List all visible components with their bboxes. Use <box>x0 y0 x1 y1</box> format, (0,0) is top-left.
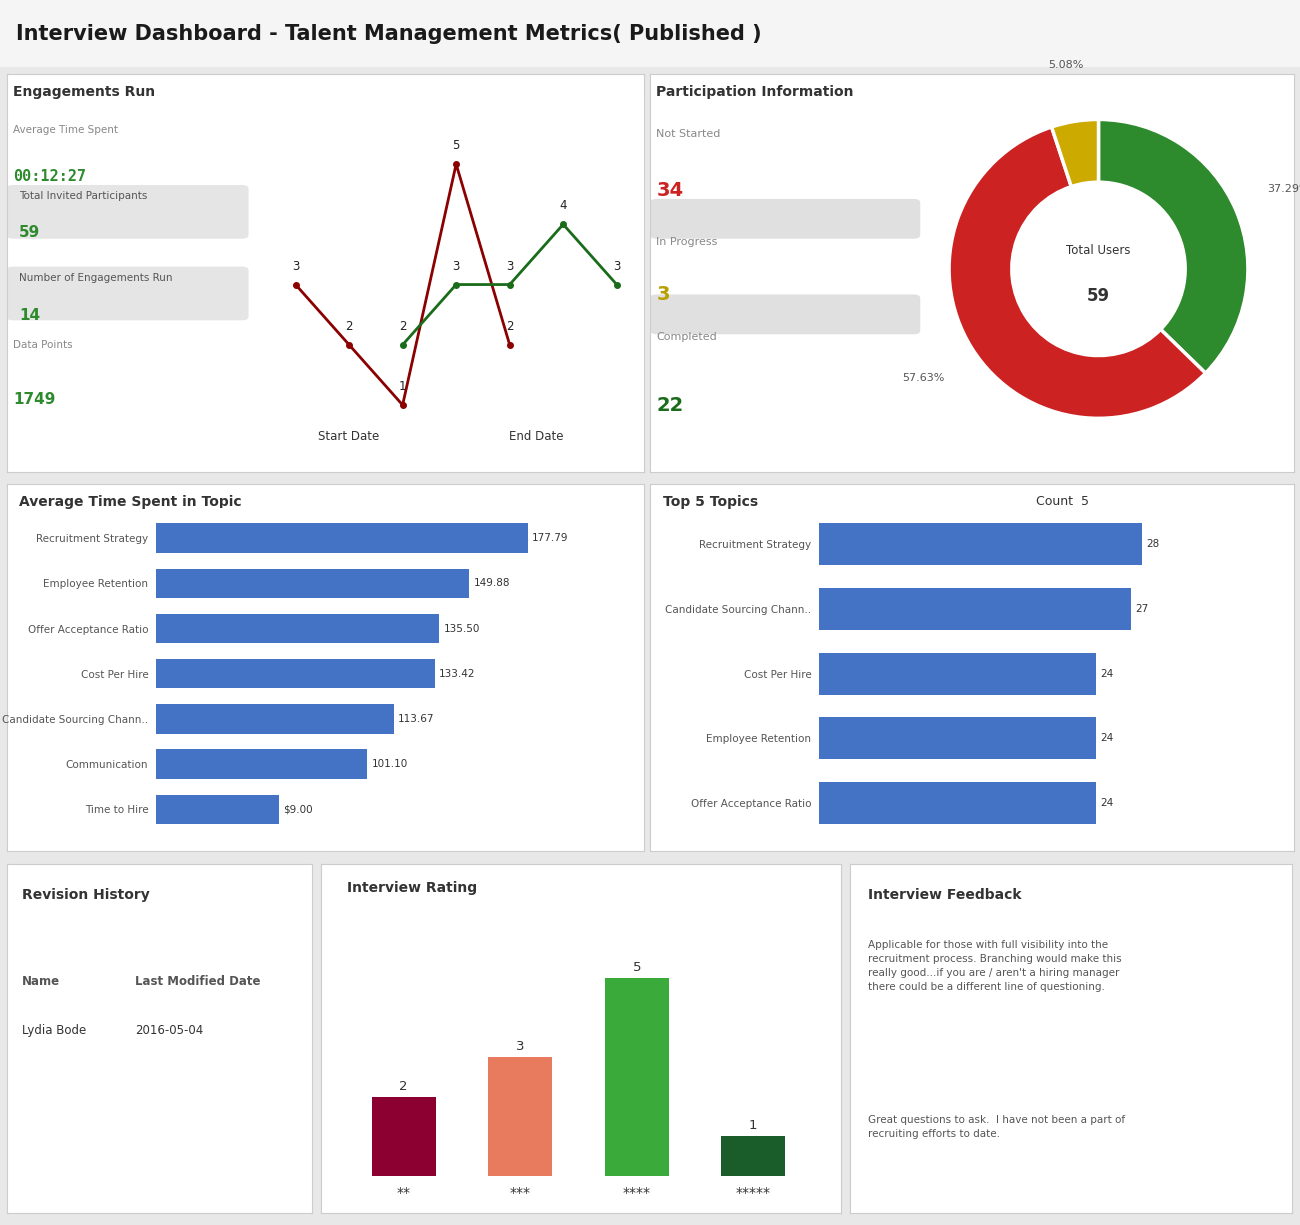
Text: Last Modified Date: Last Modified Date <box>135 975 260 989</box>
Text: Applicable for those with full visibility into the
recruitment process. Branchin: Applicable for those with full visibilit… <box>868 941 1122 992</box>
Text: Total Invited Participants: Total Invited Participants <box>20 191 148 201</box>
Text: Not Started: Not Started <box>656 129 720 140</box>
Text: Top 5 Topics: Top 5 Topics <box>663 495 758 508</box>
Text: 59: 59 <box>20 225 40 240</box>
Text: Data Points: Data Points <box>13 341 73 350</box>
Text: 2: 2 <box>399 1079 408 1093</box>
Text: Revision History: Revision History <box>22 888 150 902</box>
Text: 34: 34 <box>656 181 684 200</box>
Text: 2: 2 <box>399 320 407 333</box>
Bar <box>819 523 1143 566</box>
Bar <box>156 795 280 824</box>
Bar <box>819 653 1096 695</box>
Text: 2016-05-04: 2016-05-04 <box>135 1024 203 1038</box>
Text: End Date: End Date <box>510 430 564 443</box>
Text: 2: 2 <box>506 320 514 333</box>
Text: Lydia Bode: Lydia Bode <box>22 1024 86 1038</box>
Text: 177.79: 177.79 <box>532 533 568 543</box>
Bar <box>819 782 1096 824</box>
Text: Great questions to ask.  I have not been a part of
recruiting efforts to date.: Great questions to ask. I have not been … <box>868 1115 1124 1139</box>
Bar <box>156 614 439 643</box>
Bar <box>156 659 436 688</box>
Bar <box>156 750 368 779</box>
Text: 24: 24 <box>1101 669 1114 679</box>
Text: 3: 3 <box>292 260 299 272</box>
Text: 24: 24 <box>1101 797 1114 808</box>
Text: 14: 14 <box>20 309 40 323</box>
Text: 57.63%: 57.63% <box>902 374 945 383</box>
Text: 135.50: 135.50 <box>443 624 480 633</box>
Text: Count  5: Count 5 <box>1036 495 1089 508</box>
Bar <box>819 718 1096 760</box>
Text: 27: 27 <box>1135 604 1148 614</box>
Text: 3: 3 <box>656 284 670 304</box>
Text: 1: 1 <box>749 1120 758 1132</box>
Bar <box>156 523 528 552</box>
Bar <box>372 1096 436 1176</box>
Text: Number of Engagements Run: Number of Engagements Run <box>20 272 173 283</box>
Text: 59: 59 <box>1087 287 1110 305</box>
Text: Interview Feedback: Interview Feedback <box>868 888 1022 902</box>
Wedge shape <box>1052 119 1098 186</box>
Text: Average Time Spent in Topic: Average Time Spent in Topic <box>20 495 242 508</box>
Text: 4: 4 <box>559 200 567 212</box>
Text: 133.42: 133.42 <box>439 669 476 679</box>
Text: Average Time Spent: Average Time Spent <box>13 125 118 135</box>
Bar <box>722 1137 785 1176</box>
Bar <box>604 978 668 1176</box>
Text: 1749: 1749 <box>13 392 55 407</box>
Bar <box>819 588 1131 630</box>
Text: Total Users: Total Users <box>1066 245 1131 257</box>
Bar <box>156 568 469 598</box>
Text: $9.00: $9.00 <box>283 805 313 815</box>
Text: 3: 3 <box>506 260 514 272</box>
Text: In Progress: In Progress <box>656 236 718 246</box>
Text: 2: 2 <box>346 320 352 333</box>
Text: 113.67: 113.67 <box>398 714 434 724</box>
Wedge shape <box>949 127 1205 418</box>
FancyBboxPatch shape <box>6 267 248 320</box>
Text: Participation Information: Participation Information <box>656 86 854 99</box>
Text: 3: 3 <box>614 260 620 272</box>
Text: 5.08%: 5.08% <box>1048 60 1083 70</box>
FancyBboxPatch shape <box>6 185 248 239</box>
Text: 149.88: 149.88 <box>473 578 510 588</box>
Text: 1: 1 <box>399 380 407 393</box>
Text: 5: 5 <box>452 140 460 152</box>
Text: 37.29%: 37.29% <box>1268 184 1300 194</box>
Text: Interview Rating: Interview Rating <box>347 881 477 895</box>
Text: 22: 22 <box>656 396 684 415</box>
Text: Engagements Run: Engagements Run <box>13 86 155 99</box>
Bar <box>156 704 394 734</box>
Text: 28: 28 <box>1147 539 1160 550</box>
Text: 101.10: 101.10 <box>372 760 408 769</box>
Text: 3: 3 <box>516 1040 524 1053</box>
FancyBboxPatch shape <box>650 294 920 334</box>
Wedge shape <box>1098 119 1248 374</box>
FancyBboxPatch shape <box>650 198 920 239</box>
Text: 3: 3 <box>452 260 460 272</box>
Text: Completed: Completed <box>656 332 718 342</box>
Text: 5: 5 <box>633 960 641 974</box>
Bar <box>489 1057 552 1176</box>
Text: Name: Name <box>22 975 60 989</box>
Text: Interview Dashboard - Talent Management Metrics( Published ): Interview Dashboard - Talent Management … <box>16 23 762 44</box>
Text: Start Date: Start Date <box>318 430 380 443</box>
Text: 24: 24 <box>1101 734 1114 744</box>
Text: 00:12:27: 00:12:27 <box>13 169 86 184</box>
